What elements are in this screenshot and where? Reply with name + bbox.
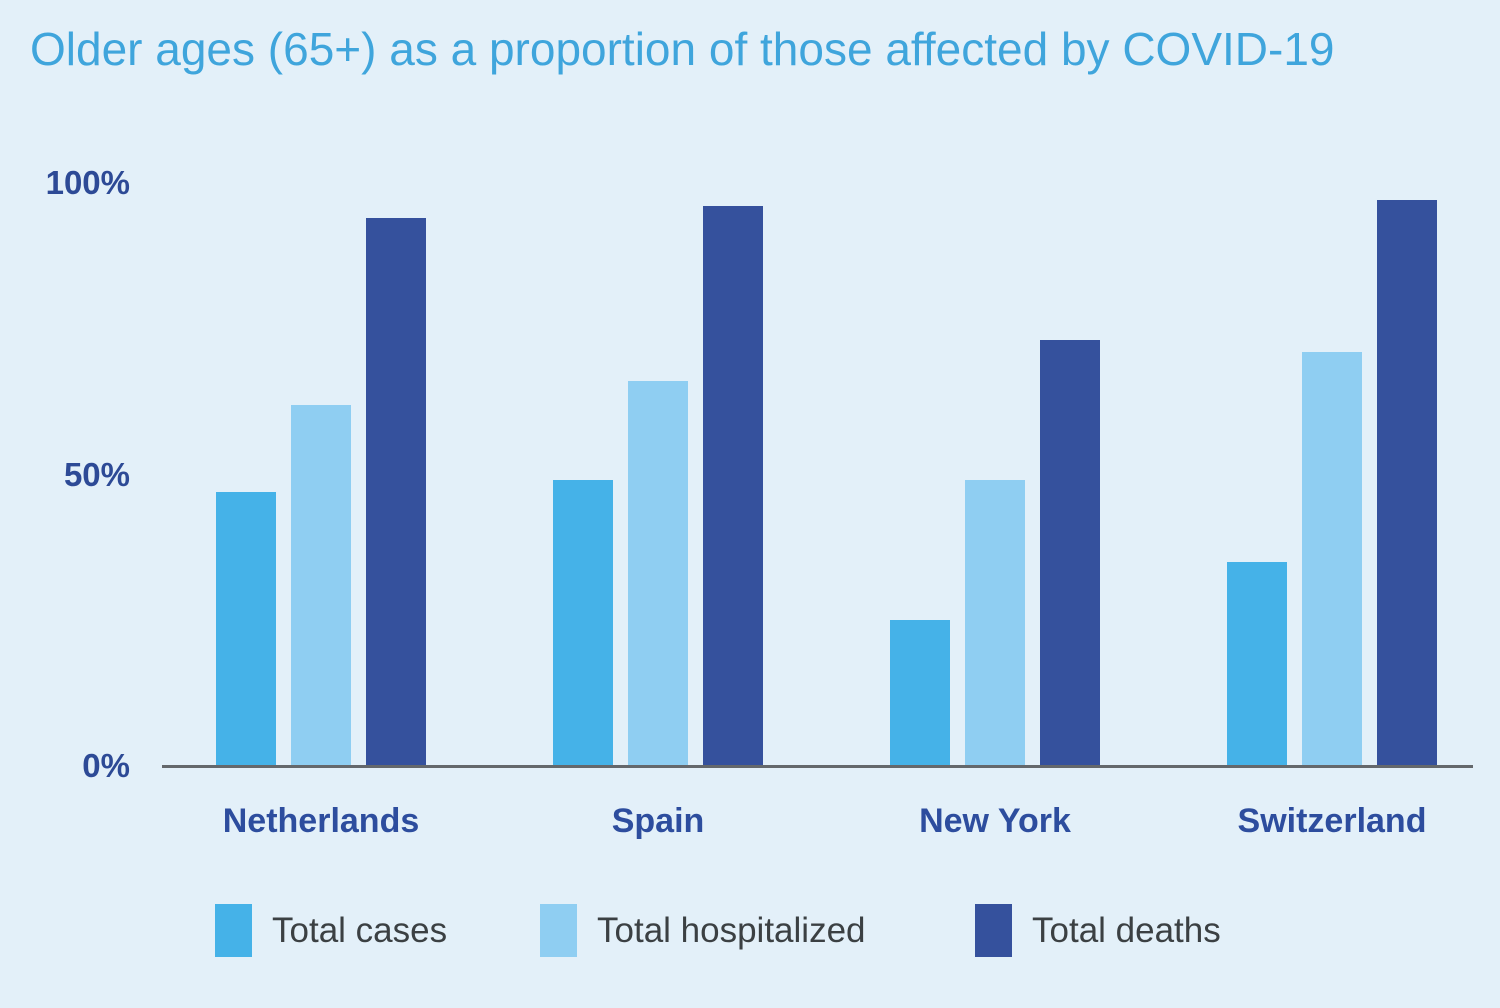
bar-new-york-total-cases [890, 620, 950, 766]
x-label-switzerland: Switzerland [1237, 802, 1427, 840]
x-label-spain: Spain [611, 802, 705, 840]
bar-spain-total-hospitalized [628, 381, 688, 766]
x-label-netherlands: Netherlands [222, 802, 420, 840]
legend-label-total-cases: Total cases [272, 910, 448, 950]
legend-swatch-total-cases [215, 904, 252, 957]
legend-item-total-deaths: Total deaths [975, 904, 1221, 957]
bar-netherlands-total-cases [216, 492, 276, 766]
bar-new-york-total-deaths [1040, 340, 1100, 766]
y-tick-100-: 100% [45, 164, 130, 201]
legend-swatch-total-hospitalized [540, 904, 577, 957]
legend-label-total-deaths: Total deaths [1032, 910, 1221, 950]
bar-switzerland-total-deaths [1377, 200, 1437, 766]
bar-new-york-total-hospitalized [965, 480, 1025, 766]
chart-title: Older ages (65+) as a proportion of thos… [30, 23, 1335, 75]
x-axis-line [162, 765, 1473, 768]
legend-label-total-hospitalized: Total hospitalized [597, 910, 866, 950]
legend-item-total-cases: Total cases [215, 904, 447, 957]
bar-netherlands-total-deaths [366, 218, 426, 766]
bar-netherlands-total-hospitalized [291, 405, 351, 766]
x-label-new-york: New York [919, 802, 1071, 840]
y-tick-0-: 0% [82, 747, 130, 784]
bar-spain-total-deaths [703, 206, 763, 766]
plot-area [162, 183, 1473, 766]
legend-item-total-hospitalized: Total hospitalized [540, 904, 866, 957]
y-tick-50-: 50% [63, 455, 130, 493]
legend-swatch-total-deaths [975, 904, 1012, 957]
bar-switzerland-total-hospitalized [1302, 352, 1362, 766]
bar-spain-total-cases [553, 480, 613, 766]
bar-switzerland-total-cases [1227, 562, 1287, 766]
